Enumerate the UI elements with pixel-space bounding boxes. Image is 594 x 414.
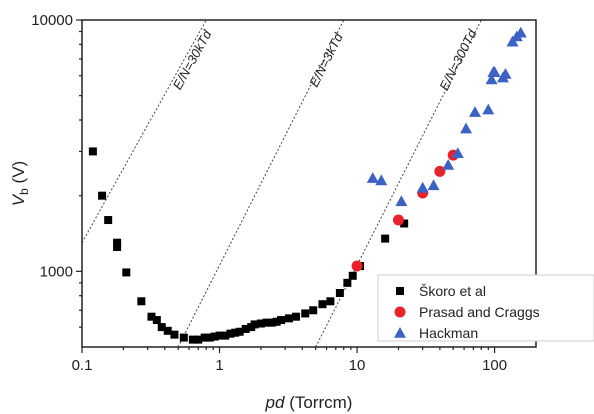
data-point-skoro-et-al [301,309,310,318]
y-tick-label: 10000 [31,12,73,29]
x-tick-label: 0.1 [72,357,93,374]
data-point-skoro-et-al [241,324,250,333]
data-point-hackman [499,67,512,79]
data-point-hackman [427,179,440,191]
x-tick-label: 10 [349,357,366,374]
data-point-skoro-et-al [250,320,259,329]
legend-box [377,274,594,342]
data-point-hackman [451,147,464,159]
legend-label-hackman: Hackman [419,325,478,341]
data-point-skoro-et-al [256,319,265,328]
data-point-skoro-et-al [157,323,166,332]
legend-marker-hackman [394,327,406,338]
series-hackman [366,26,527,207]
data-point-skoro-et-al [122,268,131,277]
y-tick-label: 1000 [40,263,73,280]
data-point-hackman [375,174,388,186]
data-point-hackman [460,122,473,134]
annotation-e-n-30ktd: E/N=30kTd [170,27,215,92]
data-point-skoro-et-al [381,234,390,243]
data-point-skoro-et-al [188,335,197,344]
reference-line-e-n-3ktd [177,20,345,347]
data-point-skoro-et-al [104,216,113,225]
data-point-prasad-and-craggs [351,260,363,272]
data-point-skoro-et-al [152,316,161,325]
data-point-hackman [468,106,481,117]
data-point-hackman [442,158,455,170]
y-axis-label: Vb (V) [9,161,31,206]
data-point-skoro-et-al [215,331,224,340]
data-point-hackman [416,181,429,193]
legend-label-skoro-et-al: Škoro et al [419,283,486,299]
axis-ticks: 0.1 1 10 100 1000 10000 [31,12,507,374]
legend-marker-prasad-and-craggs [394,306,406,318]
data-point-skoro-et-al [277,316,286,325]
data-point-hackman [514,26,527,38]
data-point-skoro-et-al [318,300,327,309]
data-point-skoro-et-al [309,306,318,315]
data-point-hackman [488,66,501,77]
data-point-skoro-et-al [88,147,97,156]
data-point-skoro-et-al [343,278,352,287]
data-point-skoro-et-al [292,312,301,321]
x-tick-label: 100 [482,357,507,374]
reference-line-e-n-30ktd [82,20,207,243]
legend-marker-skoro-et-al [396,287,404,295]
data-point-prasad-and-craggs [434,165,446,177]
data-markers [88,26,527,344]
data-point-skoro-et-al [98,191,107,200]
data-point-skoro-et-al [262,318,271,327]
data-point-skoro-et-al [272,317,281,326]
legend-label-prasad-and-craggs: Prasad and Craggs [419,304,540,320]
data-point-skoro-et-al [210,332,219,341]
data-point-prasad-and-craggs [392,214,404,226]
data-point-skoro-et-al [137,297,146,306]
data-point-skoro-et-al [326,297,335,306]
data-point-skoro-et-al [179,333,188,342]
x-axis-label: pd (Torrcm) [265,393,353,412]
annotation-e-n-3ktd: E/N=3kTd [306,30,346,89]
data-point-skoro-et-al [194,335,203,344]
data-point-skoro-et-al [170,330,179,339]
data-point-hackman [366,172,379,183]
data-point-skoro-et-al [231,328,240,337]
data-point-skoro-et-al [147,312,156,321]
data-point-skoro-et-al [226,329,235,338]
data-point-skoro-et-al [221,331,230,340]
data-point-skoro-et-al [113,238,122,247]
data-point-skoro-et-al [348,271,357,280]
x-tick-label: 1 [215,357,223,374]
data-point-skoro-et-al [205,333,214,342]
legend: Škoro et al Prasad and Craggs Hackman [377,274,594,342]
data-point-skoro-et-al [113,242,122,251]
data-point-hackman [482,103,495,115]
data-point-skoro-et-al [400,219,409,228]
annotation-e-n-300td: E/N=300Td [436,26,480,92]
data-point-skoro-et-al [235,327,244,336]
data-point-skoro-et-al [267,318,276,327]
data-point-hackman [485,73,498,85]
data-point-skoro-et-al [200,333,209,342]
series-skoro-et-al [88,147,409,344]
data-point-skoro-et-al [335,289,344,298]
data-point-skoro-et-al [163,326,172,335]
data-point-skoro-et-al [285,314,294,323]
data-point-hackman [395,195,408,207]
series-prasad-and-craggs [351,149,459,272]
plot-frame [81,19,537,348]
